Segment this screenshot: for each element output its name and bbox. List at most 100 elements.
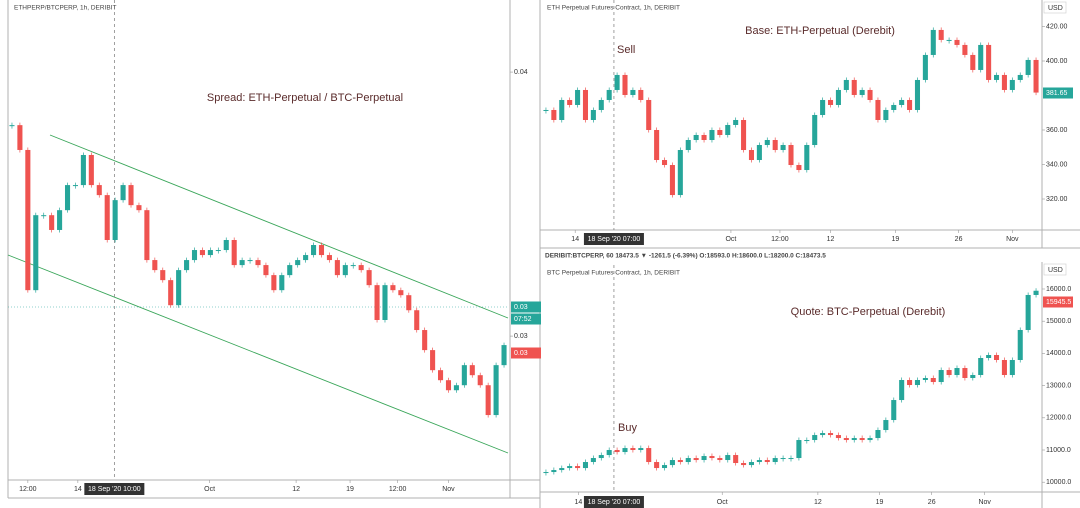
candle [756, 145, 762, 161]
annotation: Spread: ETH-Perpetual / BTC-Perpetual [207, 92, 403, 104]
candle [1001, 74, 1007, 90]
candle [1009, 359, 1015, 376]
y-tick-label: 13000.0 [1046, 382, 1071, 389]
currency-box [1043, 263, 1067, 276]
candle [88, 154, 94, 186]
candle [49, 215, 55, 230]
x-tick-label: 12 [292, 486, 300, 493]
candle [820, 433, 826, 436]
crosshair-label-box [84, 483, 145, 495]
candle [326, 255, 332, 261]
candle [176, 270, 182, 306]
candle [1033, 59, 1039, 93]
candle [875, 430, 881, 439]
candle [820, 99, 826, 115]
candle [851, 438, 857, 441]
x-tick-label: 26 [955, 236, 963, 243]
candle [406, 295, 412, 311]
candle [883, 420, 889, 431]
candle [741, 119, 747, 151]
crosshair-label: 18 Sep '20 07:00 [588, 236, 641, 243]
candle [334, 260, 340, 276]
candle [1017, 329, 1023, 360]
y-tick-label: 360.00 [1046, 127, 1068, 134]
candle [247, 260, 253, 262]
candle [136, 205, 142, 211]
candle [1033, 290, 1039, 295]
candle [669, 460, 675, 466]
candle [741, 463, 747, 466]
candle [438, 370, 444, 381]
candle [72, 185, 78, 187]
candle [630, 89, 636, 95]
candle [701, 456, 707, 461]
candle [701, 135, 707, 141]
candle [954, 368, 960, 376]
candle [422, 330, 428, 351]
candle [551, 109, 557, 120]
candle [986, 44, 992, 80]
candle [835, 435, 841, 439]
x-tick-label: Oct [725, 236, 736, 243]
channel-line [49, 134, 509, 319]
price-tag-box [1043, 87, 1073, 99]
candle [788, 458, 794, 460]
candle [867, 438, 873, 441]
candle [748, 462, 755, 466]
candle [859, 89, 865, 95]
candle [398, 290, 404, 296]
price-tag-box [1043, 296, 1073, 308]
candle [271, 275, 277, 291]
x-tick-label: Nov [442, 486, 455, 493]
x-tick-label: 19 [891, 236, 899, 243]
annotation: Base: ETH-Perpetual (Derebit) [745, 25, 895, 37]
candle [796, 165, 802, 171]
candle [638, 89, 644, 100]
crosshair-label: 18 Sep '20 10:00 [88, 486, 141, 493]
candle [255, 260, 261, 266]
candle [184, 260, 190, 271]
channel-line [7, 254, 509, 454]
candle [366, 270, 372, 286]
candle [191, 250, 198, 261]
x-tick-label: Oct [204, 486, 215, 493]
annotation: Quote: BTC-Perpetual (Derebit) [791, 306, 946, 318]
crosshair-label-box [583, 233, 644, 245]
candle [938, 370, 944, 383]
candle [590, 458, 596, 463]
candle [342, 265, 348, 276]
candle [287, 265, 293, 276]
candle [223, 240, 229, 251]
candle [622, 448, 628, 453]
x-tick-label: 26 [928, 499, 936, 506]
annotation: Buy [618, 422, 637, 434]
candle [764, 140, 770, 146]
x-tick-label: 12:00 [19, 486, 37, 493]
candle [160, 270, 166, 281]
candle [843, 438, 849, 441]
candle [9, 125, 15, 127]
candle [970, 375, 976, 379]
candle [152, 260, 158, 271]
candle [993, 74, 1000, 80]
candle [804, 440, 810, 442]
candle [883, 109, 889, 120]
candle [930, 29, 936, 55]
x-tick-label: 14 [574, 499, 582, 506]
y-tick-label: 400.00 [1046, 58, 1068, 65]
candle [382, 285, 388, 320]
candle [993, 355, 1000, 360]
price-tag-box [511, 301, 541, 313]
candle [986, 355, 992, 359]
candle [725, 455, 731, 461]
candle [899, 99, 905, 105]
candle [215, 250, 221, 252]
candle [677, 460, 683, 463]
candle [543, 472, 549, 474]
candle [567, 99, 573, 105]
candle [461, 365, 467, 386]
candle [661, 465, 668, 469]
candle [891, 400, 897, 421]
candle [614, 450, 620, 453]
